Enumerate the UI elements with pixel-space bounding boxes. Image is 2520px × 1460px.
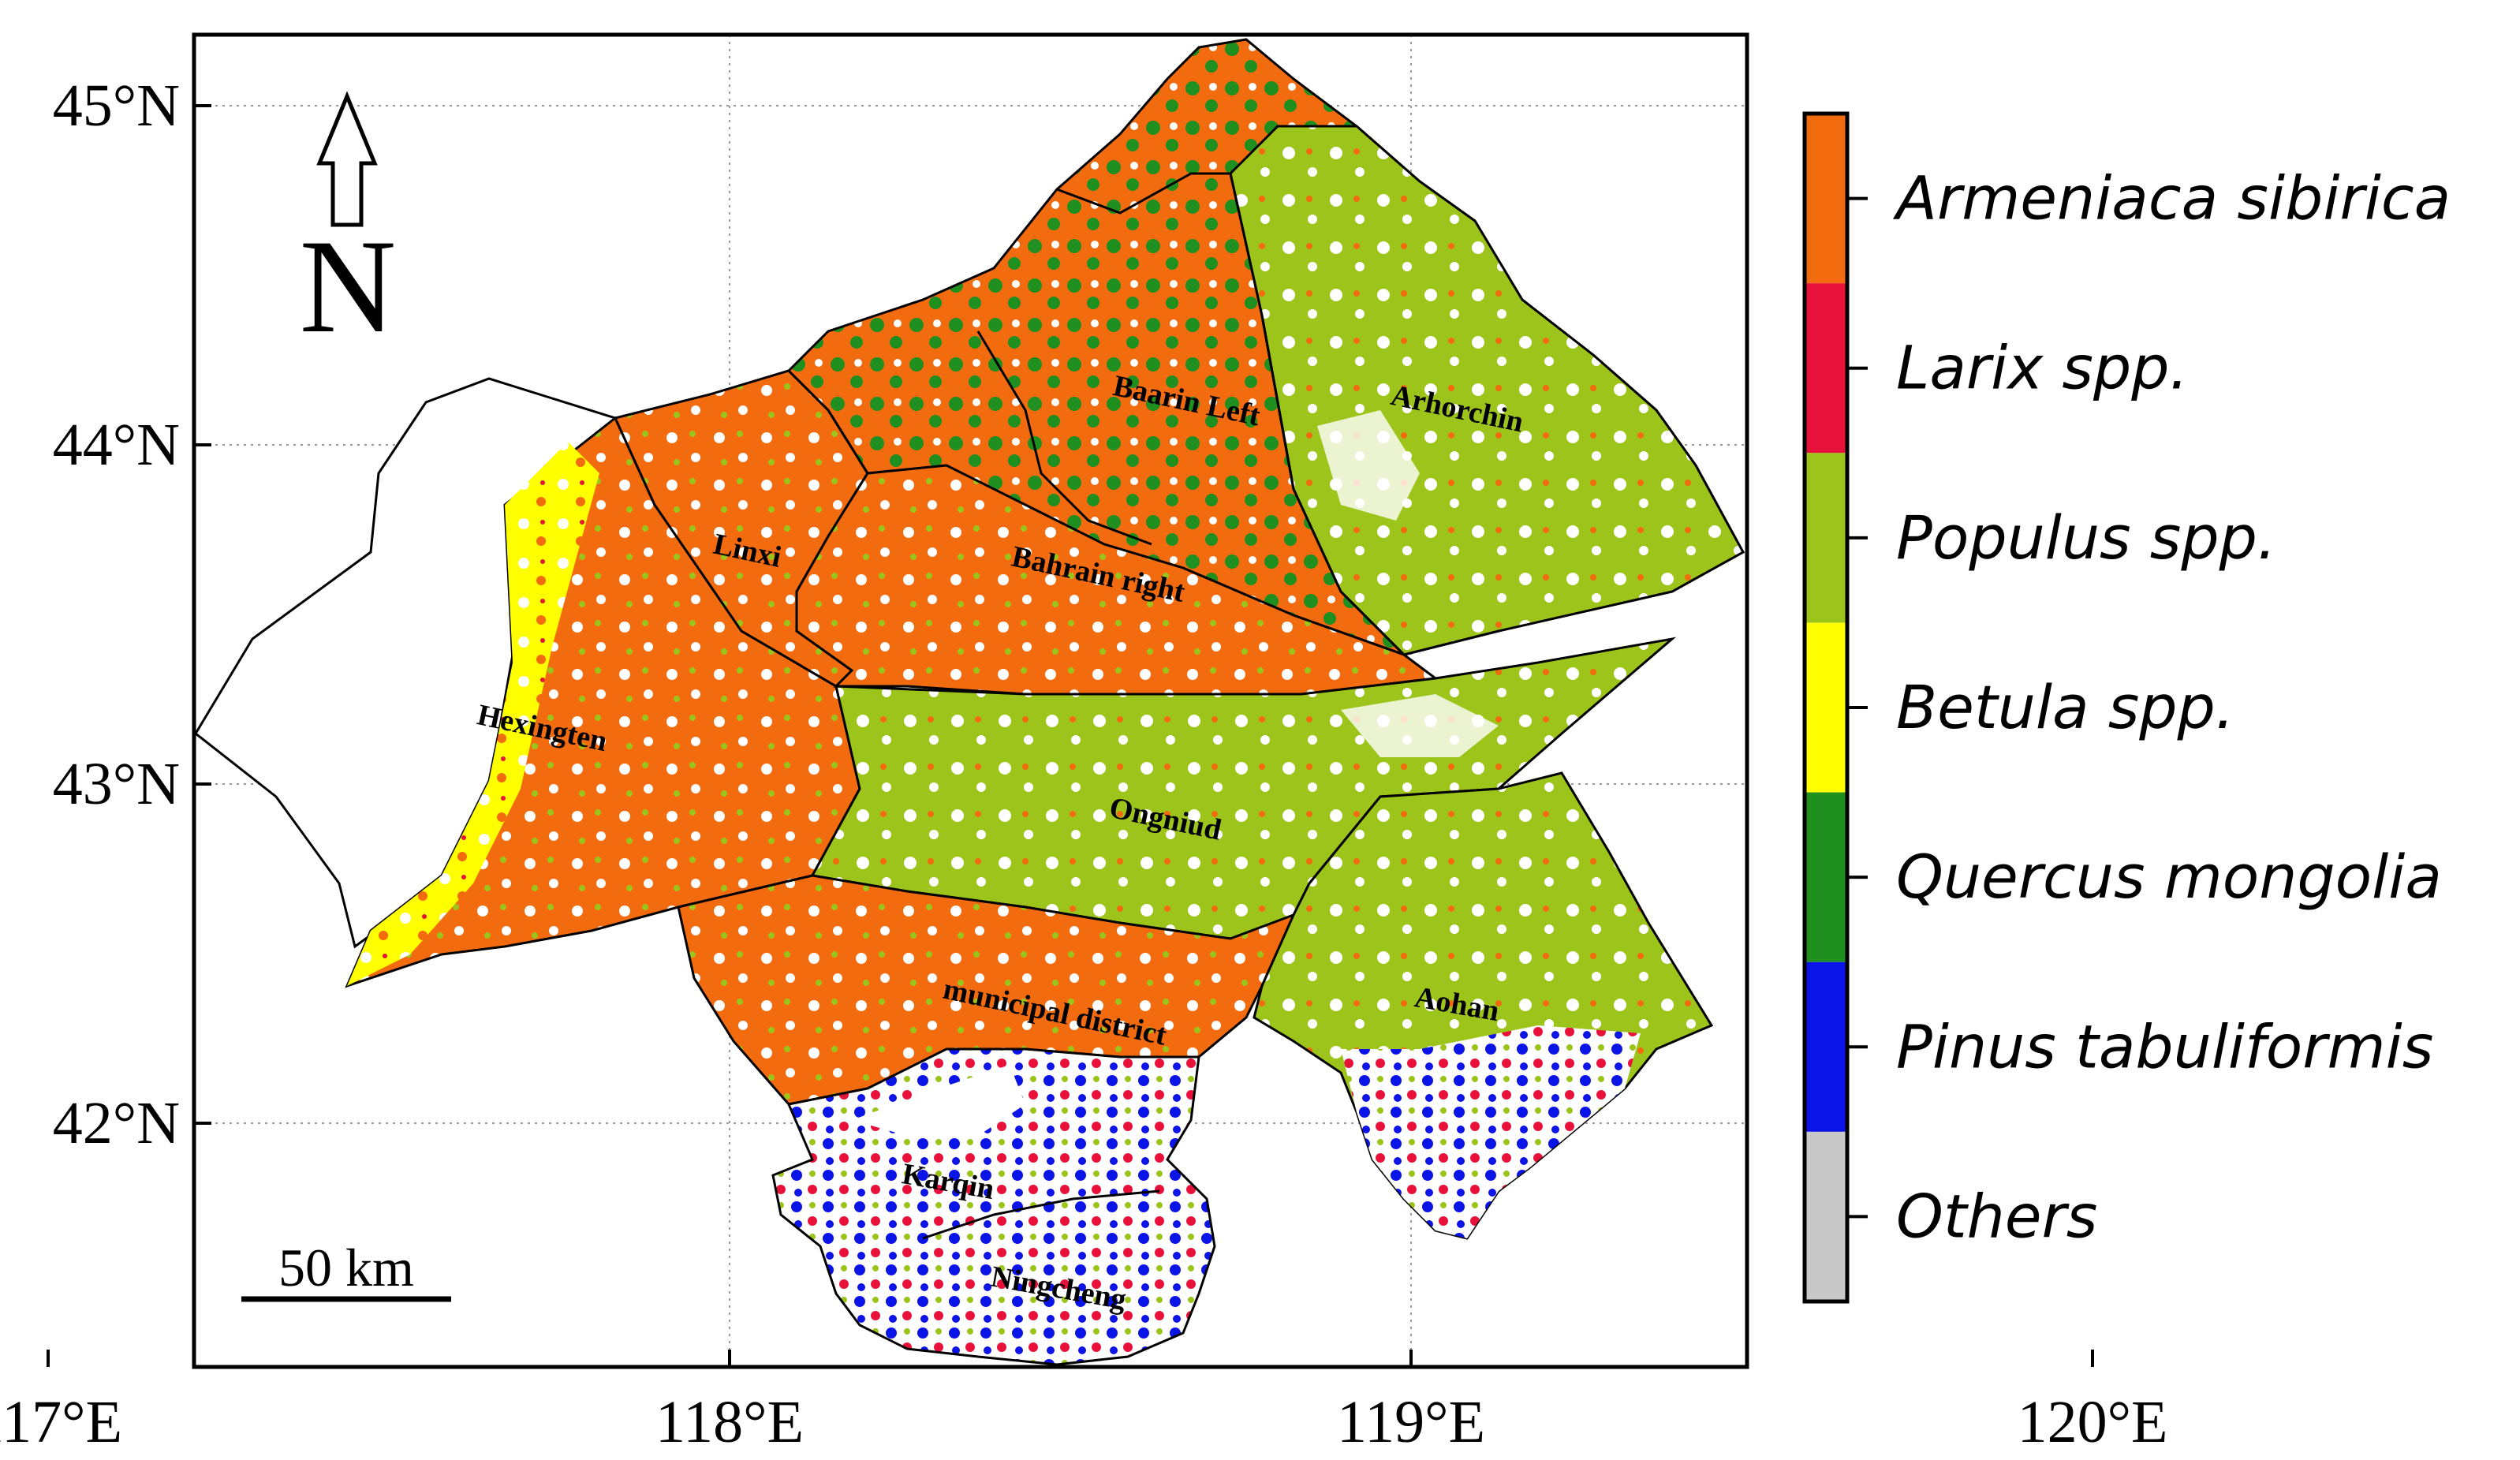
lat-tick-label: 42°N (53, 1090, 180, 1156)
legend: Armeniaca sibirica Larix spp. Populus spp.… (1802, 111, 2451, 1304)
legend-swatch (1805, 114, 1847, 284)
study-area (194, 38, 1745, 1366)
legend-label: Betula spp. (1896, 672, 2234, 742)
legend-label: Armeniaca sibirica (1892, 163, 2451, 233)
boundary-line (976, 330, 1152, 546)
municipal-district-area (677, 874, 1296, 1106)
legend-swatch (1805, 1131, 1847, 1301)
boundary-line (1056, 172, 1406, 656)
legend-frame (1802, 111, 1850, 1304)
betula-band (347, 442, 599, 986)
legend-swatch (1805, 962, 1847, 1132)
scale-bar-label: 50 km (278, 1238, 414, 1298)
lon-tick-label: 119°E (1337, 1389, 1485, 1455)
north-arrow: N (300, 91, 397, 360)
legend-swatch (1805, 622, 1847, 793)
boundary-line (1260, 315, 1295, 490)
axis-ticks: 117°E 118°E 119°E 120°E 45°N 44°N 43°N 42°N (0, 73, 2167, 1455)
legend-swatch (1805, 792, 1847, 962)
lon-tick-label: 118°E (655, 1389, 804, 1455)
legend-label: Pinus tabuliformis (1896, 1011, 2433, 1081)
map-border (192, 32, 1749, 1369)
lat-tick-label: 45°N (53, 73, 180, 139)
legend-label: Larix spp. (1896, 333, 2189, 403)
lat-tick-label: 44°N (53, 412, 180, 478)
legend-label: Others (1896, 1181, 2097, 1251)
lat-tick-label: 43°N (53, 751, 180, 817)
white-patch (852, 1065, 1025, 1136)
lon-tick-label: 120°E (2018, 1389, 2168, 1455)
north-arrow-label: N (300, 212, 397, 360)
legend-swatch (1805, 453, 1847, 623)
legend-label: Quercus mongolia (1896, 842, 2442, 912)
white-patch (1341, 694, 1499, 757)
white-patch (1317, 410, 1420, 521)
legend-swatch (1805, 283, 1847, 454)
north-arrow-icon (316, 91, 378, 227)
scale-bar: 50 km (241, 1238, 451, 1302)
karqin-ningcheng-boundary (922, 1189, 1160, 1240)
aohan-south-mix (1341, 1025, 1641, 1238)
legend-label: Populus spp. (1896, 502, 2276, 573)
lon-tick-label: 117°E (0, 1389, 122, 1455)
